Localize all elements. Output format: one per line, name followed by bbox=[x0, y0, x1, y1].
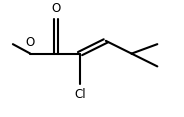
Text: O: O bbox=[52, 2, 61, 15]
Text: O: O bbox=[26, 36, 35, 49]
Text: Cl: Cl bbox=[74, 88, 86, 101]
